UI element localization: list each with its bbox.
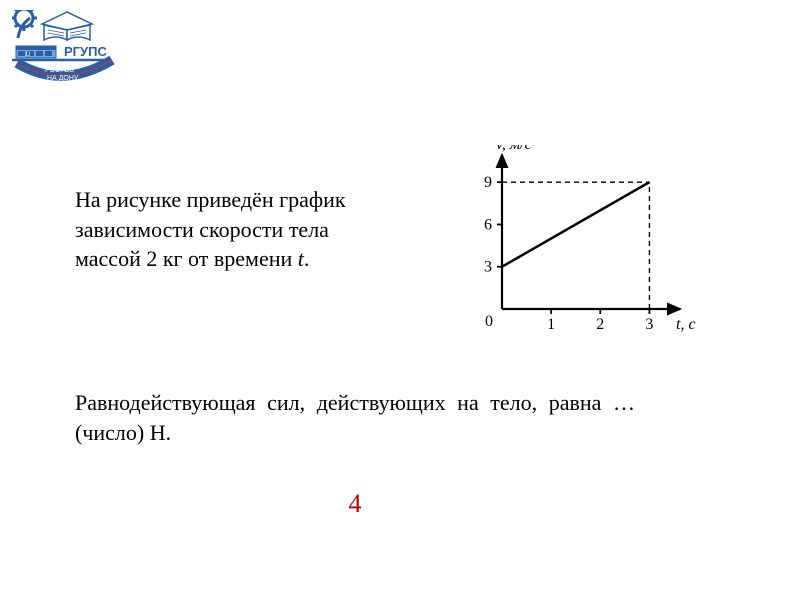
answer-value: 4 (75, 489, 635, 519)
svg-text:1: 1 (547, 316, 555, 333)
problem-line1: На рисунке приведён график (75, 187, 346, 212)
problem-line3a: массой 2 кг от времени (75, 246, 298, 271)
problem-line3b: . (304, 246, 310, 271)
svg-text:0: 0 (485, 313, 493, 330)
slide-content: На рисунке приведён график зависимости с… (75, 145, 735, 519)
question-line: Равнодействующая сил, действующих на тел… (75, 390, 635, 445)
problem-line2: зависимости скорости тела (75, 217, 329, 242)
problem-statement: На рисунке приведён график зависимости с… (75, 185, 430, 274)
logo-sub1: РОСТОВ (45, 67, 74, 74)
svg-text:9: 9 (484, 174, 492, 191)
problem-row: На рисунке приведён график зависимости с… (75, 145, 735, 340)
svg-text:3: 3 (484, 259, 492, 276)
institution-logo: U РГУПС РОСТОВ НА ДОНУ (12, 10, 122, 95)
svg-text:6: 6 (484, 216, 492, 233)
question-text: Равнодействующая сил, действующих на тел… (75, 388, 635, 447)
svg-text:2: 2 (596, 316, 604, 333)
logo-letter: U (26, 52, 30, 58)
svg-text:v, м/с: v, м/с (496, 145, 532, 153)
logo-sub2: НА ДОНУ (47, 75, 79, 82)
velocity-chart: 3691230v, м/сt, с (458, 145, 703, 340)
svg-text:3: 3 (645, 316, 653, 333)
logo-title: РГУПС (64, 44, 107, 59)
svg-text:t, с: t, с (676, 316, 696, 333)
